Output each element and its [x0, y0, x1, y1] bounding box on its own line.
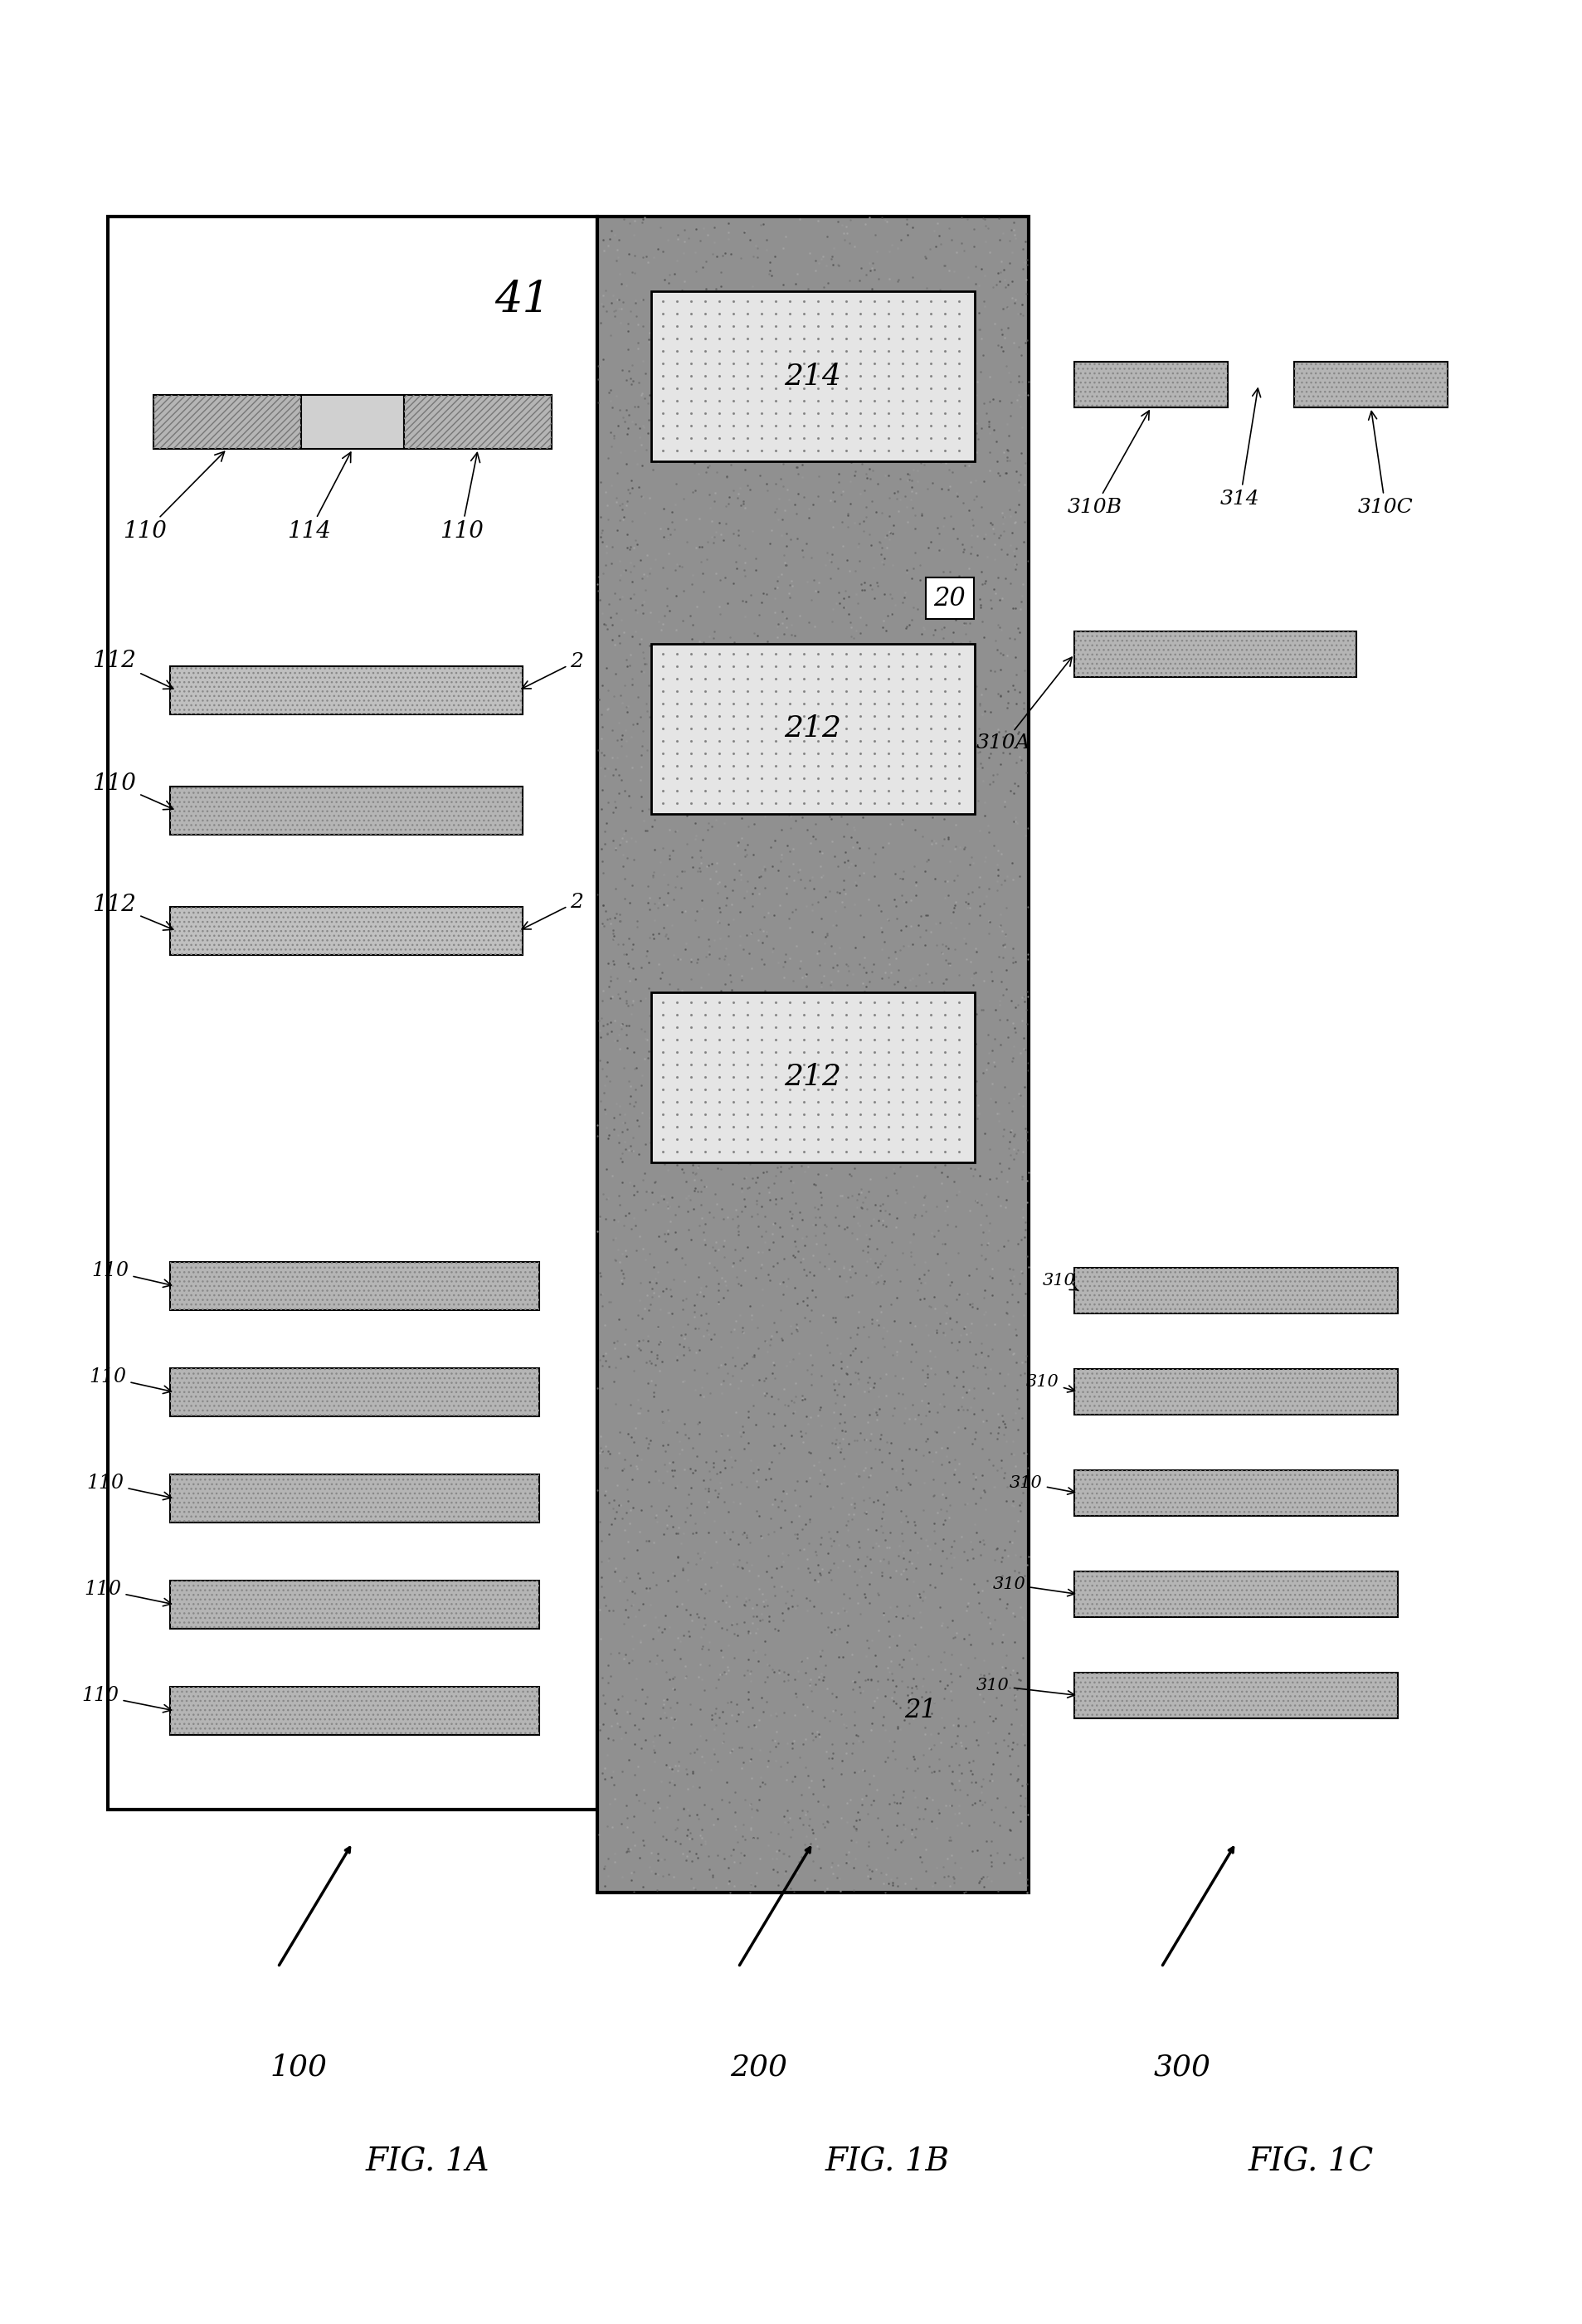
Text: 310: 310 [1043, 1274, 1077, 1290]
Text: 310A: 310A [976, 658, 1071, 753]
Text: 214: 214 [785, 363, 842, 390]
Bar [169, 906, 522, 955]
Bar [1074, 1269, 1397, 1313]
Bar [169, 667, 522, 713]
Bar [169, 1687, 539, 1736]
Bar [1074, 1471, 1397, 1515]
Bar [650, 992, 975, 1162]
Bar [1074, 1471, 1397, 1515]
Text: 110: 110 [84, 1580, 171, 1606]
Bar [169, 1580, 539, 1629]
Text: 310B: 310B [1068, 411, 1149, 516]
Text: 310: 310 [1025, 1373, 1074, 1392]
Text: 114: 114 [286, 453, 351, 544]
Bar [169, 786, 522, 834]
Text: 100: 100 [271, 2052, 327, 2080]
Text: 110: 110 [89, 1369, 171, 1394]
Bar [301, 395, 403, 449]
Text: 2: 2 [522, 892, 582, 930]
Text: 310: 310 [976, 1678, 1074, 1699]
Bar [108, 216, 596, 1810]
Bar [169, 786, 522, 834]
Bar [169, 667, 522, 713]
Text: 41: 41 [495, 279, 551, 321]
Bar [153, 395, 301, 449]
Bar [169, 1580, 539, 1629]
Bar [596, 216, 1028, 1892]
Text: 110: 110 [87, 1473, 171, 1499]
Bar [169, 1369, 539, 1415]
Text: 310: 310 [992, 1576, 1074, 1597]
Text: 20: 20 [933, 586, 965, 611]
Bar [1074, 1673, 1397, 1717]
Bar [650, 644, 975, 813]
Text: 110: 110 [440, 453, 483, 544]
Bar [1074, 632, 1356, 676]
Text: 110: 110 [82, 1687, 171, 1713]
Bar [1074, 632, 1356, 676]
Bar [1294, 363, 1448, 407]
Bar [1074, 363, 1228, 407]
Bar [169, 1369, 539, 1415]
Text: 212: 212 [785, 716, 842, 744]
Text: 110: 110 [123, 451, 225, 544]
Text: FIG. 1B: FIG. 1B [824, 2147, 949, 2178]
Bar [169, 1262, 539, 1311]
Text: 310: 310 [1009, 1476, 1074, 1494]
Bar [403, 395, 552, 449]
Bar [1074, 1269, 1397, 1313]
Text: 21: 21 [905, 1697, 937, 1722]
Bar [1074, 1673, 1397, 1717]
Text: 110: 110 [92, 772, 172, 809]
Bar [1074, 1369, 1397, 1415]
Text: 112: 112 [92, 895, 172, 930]
Bar [169, 1473, 539, 1522]
Bar [169, 1687, 539, 1736]
Bar [1074, 1369, 1397, 1415]
Bar [1294, 363, 1448, 407]
Bar [153, 395, 301, 449]
Bar [169, 1473, 539, 1522]
Text: 110: 110 [92, 1262, 171, 1287]
Bar [650, 290, 975, 462]
Bar [169, 1262, 539, 1311]
Bar [1074, 363, 1228, 407]
Bar [1074, 1571, 1397, 1618]
Text: 112: 112 [92, 651, 172, 688]
Text: FIG. 1C: FIG. 1C [1247, 2147, 1373, 2178]
Text: 200: 200 [729, 2052, 788, 2080]
Bar [1074, 1571, 1397, 1618]
Text: 2: 2 [522, 651, 582, 688]
Bar [153, 395, 301, 449]
Bar [403, 395, 552, 449]
Bar [169, 906, 522, 955]
Text: 314: 314 [1220, 388, 1259, 509]
Text: 310C: 310C [1357, 411, 1413, 516]
Text: FIG. 1A: FIG. 1A [365, 2147, 489, 2178]
Text: 212: 212 [785, 1064, 842, 1092]
Text: 300: 300 [1153, 2052, 1210, 2080]
